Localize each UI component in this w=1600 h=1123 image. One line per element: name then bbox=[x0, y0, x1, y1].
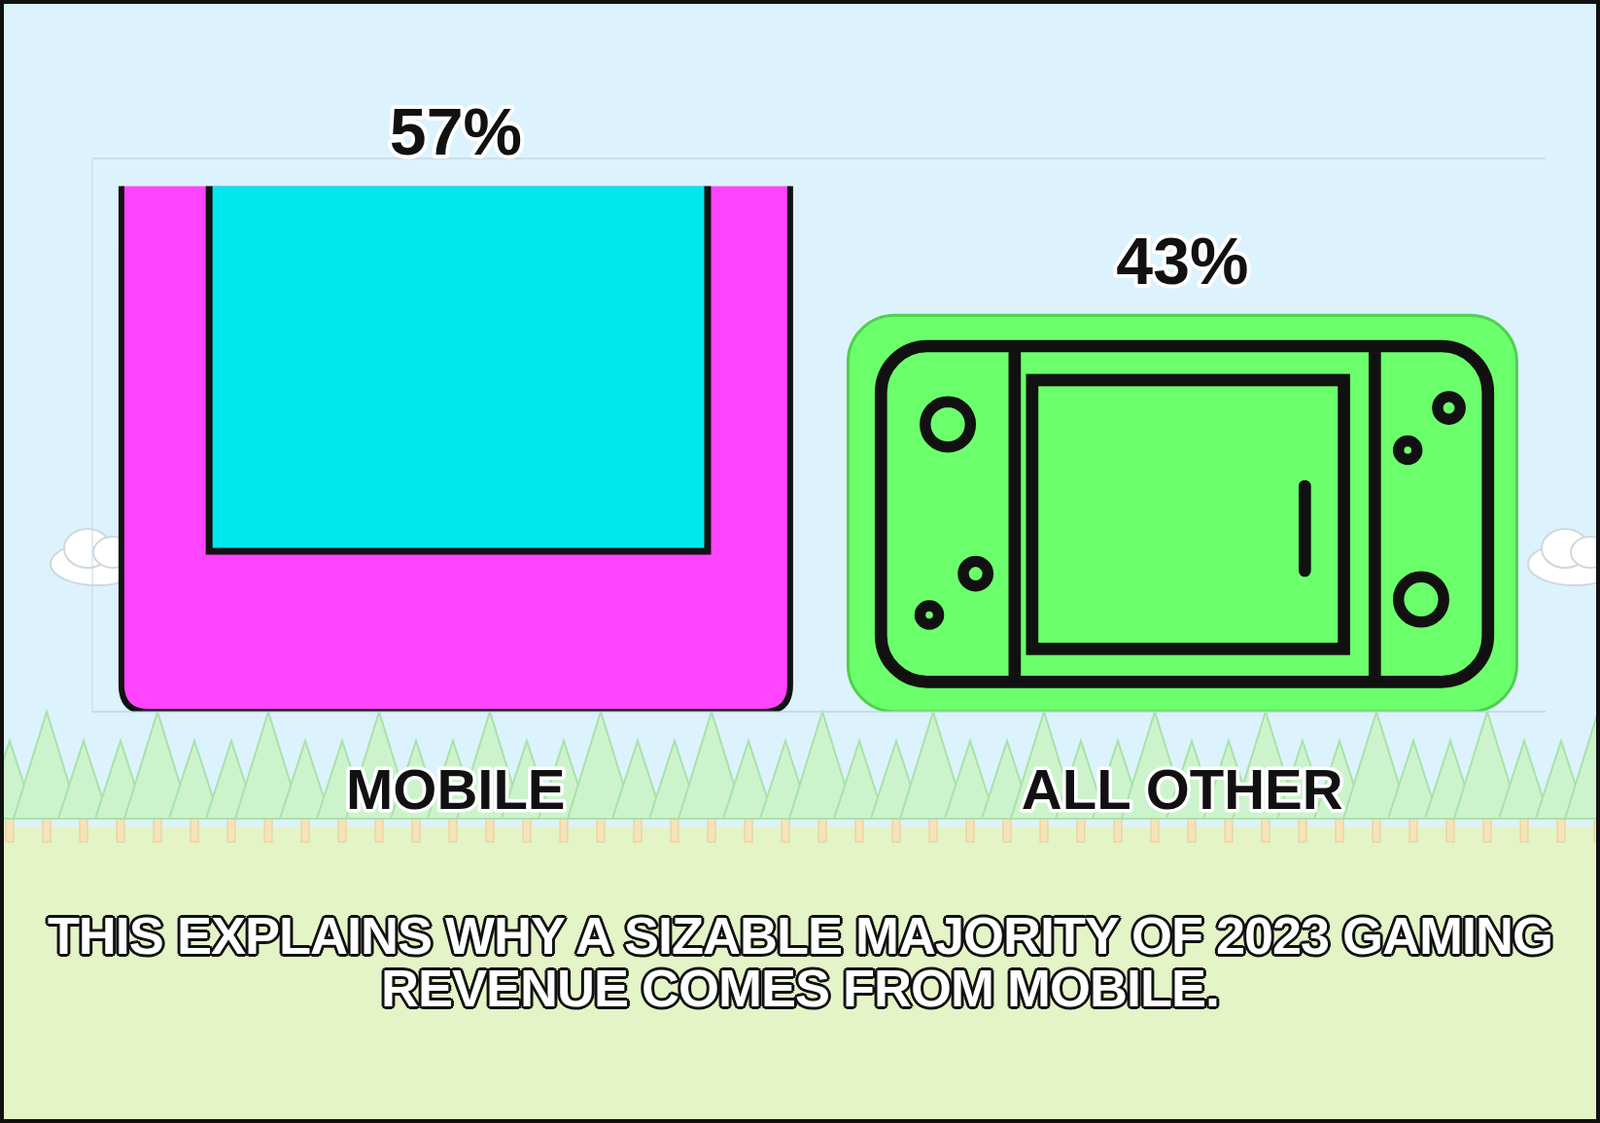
html-text:THIS EXPLAINS WHY A SIZABLE MA: THIS EXPLAINS WHY A SIZABLE MAJORITY OF … bbox=[47, 905, 1553, 1017]
svg-text:MOBILE: MOBILE bbox=[346, 757, 566, 821]
svg-text:57%: 57% bbox=[389, 94, 522, 169]
svg-text:43%: 43% bbox=[1115, 223, 1249, 298]
svg-text:ALL OTHER: ALL OTHER bbox=[1021, 757, 1344, 821]
